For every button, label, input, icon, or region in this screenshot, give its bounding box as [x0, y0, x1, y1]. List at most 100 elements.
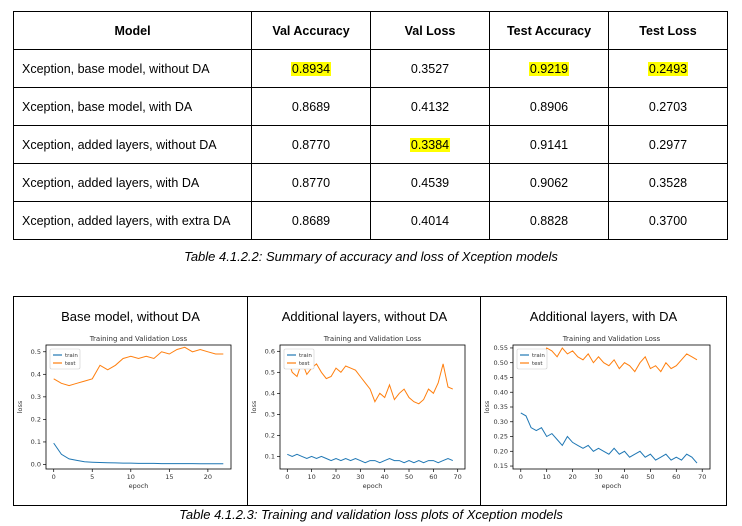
x-tick-label: 20: [568, 473, 576, 481]
axes-frame: [45, 344, 232, 470]
y-tick-label: 0.5: [31, 348, 41, 356]
y-tick-label: 0.6: [265, 348, 275, 356]
legend-label-test: test: [65, 361, 76, 367]
cell-model: Xception, base model, with DA: [13, 87, 252, 126]
x-axis-label: epoch: [602, 482, 622, 490]
series-line-train: [520, 412, 698, 464]
cell-val-accuracy: 0.8689: [251, 87, 371, 126]
loss-chart: Training and Validation Loss 0 10 20 30 40 50 6…: [250, 335, 466, 490]
cell-val-loss: 0.4539: [370, 163, 490, 202]
cell-val-loss: 0.3527: [370, 49, 490, 88]
chart-title: Training and Validation Loss: [323, 335, 422, 343]
cell-model: Xception, base model, without DA: [13, 49, 252, 88]
y-tick-label: 0.4: [31, 371, 41, 379]
legend-label-train: train: [299, 353, 312, 359]
x-tick-label: 60: [672, 473, 680, 481]
y-tick-label: 0.25: [494, 433, 508, 441]
cell-val-accuracy: 0.8770: [251, 125, 371, 164]
cell-test-accuracy: 0.8828: [489, 201, 609, 240]
x-tick-label: 60: [429, 473, 437, 481]
y-axis-label: loss: [250, 400, 258, 413]
y-tick-label: 0.2: [31, 416, 41, 424]
series-line-test: [286, 357, 454, 405]
plot-title: Additional layers, without DA: [281, 309, 448, 324]
y-tick-label: 0.1: [31, 438, 41, 446]
x-tick-label: 40: [381, 473, 389, 481]
y-tick-label: 0.35: [494, 403, 508, 411]
legend-box: [49, 348, 81, 370]
y-tick-label: 0.2: [265, 432, 275, 440]
y-tick-label: 0.4: [265, 390, 275, 398]
x-tick-label: 5: [90, 473, 94, 481]
x-tick-label: 10: [543, 473, 551, 481]
legend-box: [283, 348, 315, 370]
y-axis-label: loss: [16, 400, 24, 413]
x-tick-label: 50: [405, 473, 413, 481]
header-row: Model Val Accuracy Val Loss Test Accurac…: [13, 11, 728, 50]
plot-title: Base model, without DA: [61, 309, 200, 324]
header-val-loss: Val Loss: [370, 11, 490, 50]
table-row: Xception, added layers, with extra DA 0.…: [13, 201, 728, 240]
table-caption: Table 4.1.2.2: Summary of accuracy and l…: [184, 249, 558, 264]
loss-plots-panel: Base model, without DA Training and Vali…: [13, 296, 727, 506]
x-tick-label: 20: [332, 473, 340, 481]
cell-test-loss: 0.2703: [608, 87, 728, 126]
chart-title: Training and Validation Loss: [562, 335, 661, 343]
cell-test-accuracy: 0.8906: [489, 87, 609, 126]
x-tick-label: 0: [52, 473, 56, 481]
x-tick-label: 10: [127, 473, 135, 481]
series-line-test: [520, 347, 698, 373]
cell-val-accuracy-highlighted: 0.8934: [290, 61, 332, 76]
chart-title: Training and Validation Loss: [89, 335, 188, 343]
plot-additional-layers-da: Additional layers, with DA Training and …: [480, 297, 726, 505]
x-tick-label: 30: [356, 473, 364, 481]
cell-test-accuracy: 0.9141: [489, 125, 609, 164]
cell-test-accuracy: 0.9062: [489, 163, 609, 202]
legend-label-test: test: [532, 361, 543, 367]
table-row: Xception, base model, with DA 0.8689 0.4…: [13, 87, 728, 126]
x-tick-label: 40: [620, 473, 628, 481]
y-tick-label: 0.40: [494, 388, 508, 396]
y-tick-label: 0.15: [494, 462, 508, 470]
x-tick-label: 20: [204, 473, 212, 481]
loss-chart: Training and Validation Loss 0 5 10 15 20 0.0 0…: [16, 335, 232, 490]
y-tick-label: 0.30: [494, 418, 508, 426]
x-tick-label: 0: [519, 473, 523, 481]
loss-chart: Training and Validation Loss 0 10 20 30 40 50 6…: [483, 335, 711, 490]
header-model: Model: [13, 11, 252, 50]
x-tick-label: 0: [285, 473, 289, 481]
series-line-train: [53, 442, 224, 465]
x-tick-label: 10: [308, 473, 316, 481]
y-tick-label: 0.1: [265, 453, 275, 461]
legend-label-train: train: [65, 353, 78, 359]
header-test-accuracy: Test Accuracy: [489, 11, 609, 50]
y-tick-label: 0.55: [494, 344, 508, 352]
x-tick-label: 70: [454, 473, 462, 481]
header-val-accuracy: Val Accuracy: [251, 11, 371, 50]
legend-label-train: train: [532, 353, 545, 359]
cell-model: Xception, added layers, with extra DA: [13, 201, 252, 240]
plot-additional-layers-no-da: Additional layers, without DA Training a…: [247, 297, 481, 505]
series-line-train: [287, 453, 454, 464]
y-tick-label: 0.3: [31, 393, 41, 401]
x-tick-label: 70: [698, 473, 706, 481]
x-axis-label: epoch: [363, 482, 383, 490]
cell-test-loss: 0.2977: [608, 125, 728, 164]
x-tick-label: 30: [594, 473, 602, 481]
cell-model: Xception, added layers, without DA: [13, 125, 252, 164]
cell-val-accuracy: 0.8770: [251, 163, 371, 202]
y-tick-label: 0.3: [265, 411, 275, 419]
table-row: Xception, added layers, with DA 0.8770 0…: [13, 163, 728, 202]
y-tick-label: 0.45: [494, 374, 508, 382]
cell-test-loss: 0.3700: [608, 201, 728, 240]
plots-caption: Table 4.1.2.3: Training and validation l…: [179, 507, 563, 522]
table-row: Xception, added layers, without DA 0.877…: [13, 125, 728, 164]
table-row: Xception, base model, without DA 0.8934 …: [13, 49, 728, 88]
cell-val-accuracy: 0.8689: [251, 201, 371, 240]
legend-label-test: test: [299, 361, 310, 367]
series-line-test: [53, 346, 224, 387]
plot-base-model: Base model, without DA Training and Vali…: [14, 297, 247, 505]
x-axis-label: epoch: [129, 482, 149, 490]
y-tick-label: 0.5: [265, 369, 275, 377]
results-table: Model Val Accuracy Val Loss Test Accurac…: [13, 11, 728, 240]
